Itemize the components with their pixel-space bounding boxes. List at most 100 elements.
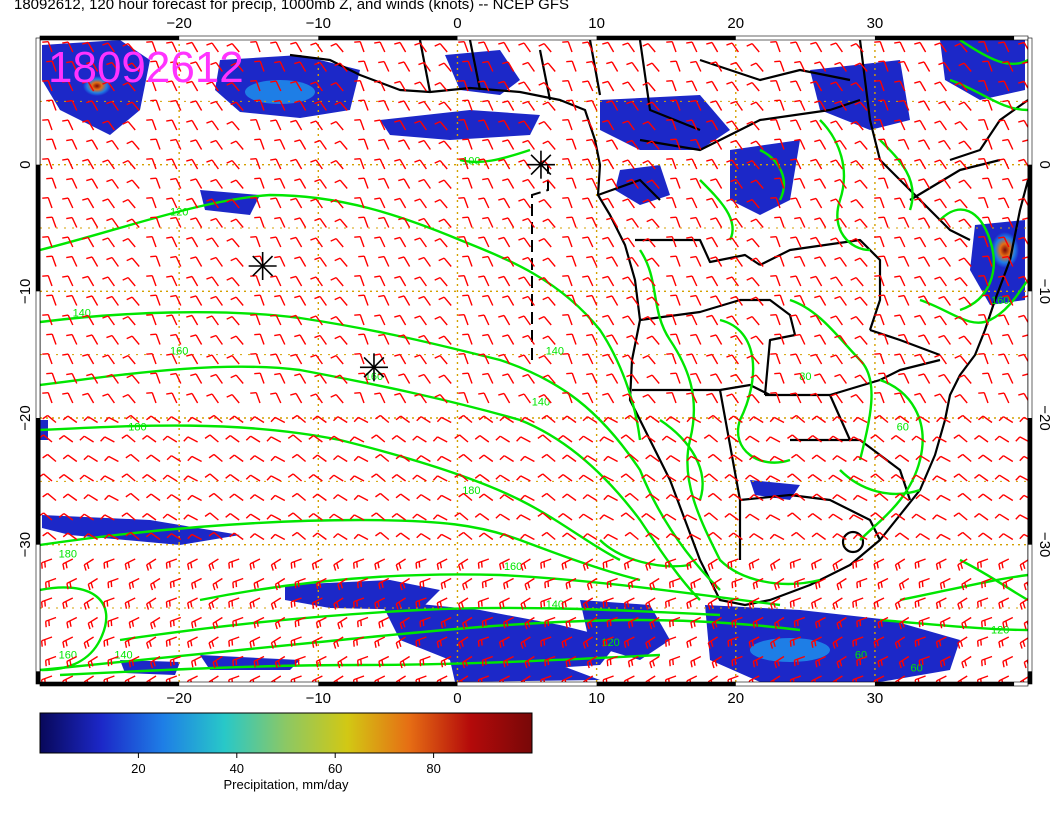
wind-barb bbox=[482, 138, 494, 150]
wind-barb bbox=[334, 296, 348, 306]
wind-barb bbox=[939, 577, 951, 590]
wind-barb bbox=[86, 217, 99, 228]
wind-barb bbox=[746, 354, 760, 365]
wind-barb bbox=[998, 636, 1010, 648]
wind-barb bbox=[226, 42, 240, 53]
wind-barb bbox=[606, 61, 619, 72]
wind-barb bbox=[122, 276, 136, 287]
wind-barb bbox=[770, 352, 781, 365]
wind-barb bbox=[522, 139, 535, 150]
wind-barb bbox=[710, 295, 723, 306]
wind-barb bbox=[66, 216, 78, 228]
wind-barb bbox=[290, 41, 303, 53]
wind-barb bbox=[391, 512, 407, 521]
wind-barb bbox=[890, 434, 906, 443]
wind-barb bbox=[270, 597, 282, 610]
wind-barb bbox=[542, 374, 556, 384]
wind-barb bbox=[79, 513, 94, 521]
wind-barb bbox=[832, 636, 843, 649]
wind-barb bbox=[582, 80, 594, 92]
wind-barb bbox=[520, 636, 531, 649]
wind-barb bbox=[874, 391, 885, 404]
wind-barb bbox=[165, 636, 178, 647]
wind-barb bbox=[253, 577, 265, 590]
wind-barb bbox=[334, 101, 348, 111]
wind-barb bbox=[354, 157, 365, 170]
wind-barb bbox=[374, 392, 386, 404]
wind-barb bbox=[378, 577, 390, 590]
wind-barb bbox=[774, 372, 785, 384]
wind-barb bbox=[399, 577, 410, 591]
wind-barb bbox=[854, 296, 868, 306]
wind-barb bbox=[870, 434, 885, 443]
wind-barb bbox=[46, 372, 57, 384]
wind-barb bbox=[354, 118, 365, 131]
scale-bar-segment bbox=[36, 671, 40, 684]
wind-barb bbox=[266, 436, 282, 443]
wind-barb bbox=[150, 372, 161, 384]
wind-barb bbox=[458, 352, 469, 365]
wind-barb bbox=[315, 655, 327, 668]
wind-barb bbox=[414, 120, 427, 131]
wind-barb bbox=[770, 558, 781, 571]
wind-barb bbox=[210, 373, 223, 384]
wind-barb bbox=[815, 655, 826, 668]
wind-barb bbox=[794, 177, 806, 189]
wind-barb bbox=[686, 41, 698, 53]
wind-barb bbox=[686, 597, 698, 609]
wind-barb bbox=[752, 616, 764, 629]
wind-barb bbox=[830, 354, 843, 365]
wind-barb bbox=[62, 493, 78, 502]
wind-barb bbox=[518, 42, 531, 53]
wind-barb bbox=[458, 391, 469, 404]
wind-barb bbox=[438, 101, 452, 111]
wind-barb bbox=[254, 294, 265, 306]
wind-barb bbox=[954, 120, 968, 131]
wind-barb bbox=[834, 100, 847, 111]
wind-barb bbox=[498, 158, 511, 170]
wind-barb bbox=[980, 616, 993, 628]
wind-barb bbox=[62, 392, 74, 404]
wind-barb bbox=[726, 159, 739, 170]
wind-barb bbox=[462, 294, 473, 306]
wind-barb bbox=[666, 196, 677, 209]
wind-barb bbox=[878, 216, 889, 228]
wind-barb bbox=[561, 597, 573, 609]
wind-barb bbox=[1018, 314, 1028, 324]
wind-barb bbox=[436, 494, 452, 502]
wind-barb bbox=[146, 597, 157, 610]
wind-barb bbox=[333, 416, 348, 424]
wind-barb bbox=[150, 255, 161, 267]
wind-barb bbox=[958, 296, 972, 306]
wind-barb bbox=[250, 196, 261, 209]
wind-barb bbox=[311, 558, 323, 570]
wind-barb bbox=[290, 558, 302, 569]
wind-barb bbox=[106, 373, 119, 384]
wind-barb bbox=[790, 392, 802, 404]
wind-barb bbox=[191, 616, 202, 629]
wind-barb bbox=[878, 333, 889, 345]
wind-barb bbox=[934, 159, 947, 170]
wind-barb bbox=[166, 416, 182, 424]
wind-barb bbox=[378, 216, 390, 228]
scale-bar-segment bbox=[36, 418, 40, 545]
wind-barb bbox=[599, 436, 614, 443]
wind-barb bbox=[230, 335, 244, 345]
wind-barb bbox=[274, 372, 286, 384]
wind-barb bbox=[914, 236, 927, 248]
wind-barbs bbox=[40, 40, 1028, 684]
wind-barb bbox=[349, 436, 365, 443]
wind-barb bbox=[414, 315, 427, 326]
wind-barb bbox=[394, 392, 407, 404]
wind-barb bbox=[646, 62, 660, 72]
wind-barb bbox=[686, 314, 698, 326]
wind-barb bbox=[83, 416, 98, 424]
wind-barb bbox=[104, 494, 119, 502]
wind-barb bbox=[537, 512, 552, 521]
wind-barb bbox=[731, 577, 743, 589]
wind-barb bbox=[124, 597, 136, 609]
wind-barb bbox=[877, 616, 889, 629]
wind-barb bbox=[586, 333, 598, 345]
wind-barb bbox=[749, 455, 764, 463]
wind-barb bbox=[537, 434, 552, 443]
